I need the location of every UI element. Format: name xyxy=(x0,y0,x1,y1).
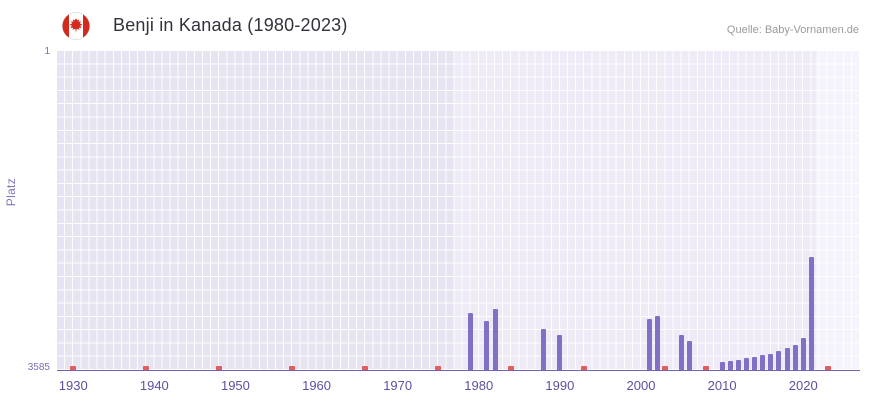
chart-header: Benji in Kanada (1980-2023) Quelle: Baby… xyxy=(0,0,873,50)
x-tick-1940: 1940 xyxy=(139,378,169,393)
x-tick-2010: 2010 xyxy=(707,378,737,393)
unranked-marker-1966[interactable] xyxy=(362,366,369,370)
unranked-marker-1957[interactable] xyxy=(289,366,296,370)
bar-2010[interactable] xyxy=(719,362,725,370)
source-attribution: Quelle: Baby-Vornamen.de xyxy=(726,24,859,36)
bar-2012[interactable] xyxy=(735,359,741,370)
bar-1988[interactable] xyxy=(541,328,547,370)
y-axis-label: Platz xyxy=(4,178,18,207)
bar-2017[interactable] xyxy=(776,350,782,370)
x-tick-1990: 1990 xyxy=(545,378,575,393)
unranked-marker-2008[interactable] xyxy=(702,366,709,370)
bar-2013[interactable] xyxy=(743,357,749,370)
bar-1979[interactable] xyxy=(468,313,474,370)
bar-2005[interactable] xyxy=(679,334,685,370)
x-tick-2020: 2020 xyxy=(788,378,818,393)
bar-2019[interactable] xyxy=(792,344,798,370)
bar-2021[interactable] xyxy=(808,256,814,370)
x-tick-1970: 1970 xyxy=(383,378,413,393)
bar-2016[interactable] xyxy=(768,353,774,370)
unranked-marker-2023[interactable] xyxy=(824,366,831,370)
unranked-marker-1975[interactable] xyxy=(435,366,442,370)
x-axis-ticks: 1930 1940 1950 1960 1970 1980 1990 2000 2010 2020 xyxy=(0,378,873,400)
plot-area xyxy=(57,51,860,371)
canada-flag-icon xyxy=(62,12,90,40)
y-tick-bottom: 3585 xyxy=(27,362,50,373)
bar-2006[interactable] xyxy=(687,341,693,370)
unranked-marker-1993[interactable] xyxy=(581,366,588,370)
bar-2011[interactable] xyxy=(727,360,733,370)
x-tick-1980: 1980 xyxy=(464,378,494,393)
bar-2015[interactable] xyxy=(760,355,766,370)
y-tick-top: 1 xyxy=(44,46,50,57)
bar-2020[interactable] xyxy=(800,338,806,370)
bar-1982[interactable] xyxy=(492,309,498,370)
highlight-band xyxy=(816,51,860,370)
bar-2002[interactable] xyxy=(654,316,660,370)
x-tick-1960: 1960 xyxy=(302,378,332,393)
x-tick-1950: 1950 xyxy=(220,378,250,393)
unranked-marker-1984[interactable] xyxy=(508,366,515,370)
chart-title: Benji in Kanada (1980-2023) xyxy=(113,15,348,35)
bar-2018[interactable] xyxy=(784,348,790,370)
bar-1981[interactable] xyxy=(484,320,490,370)
bar-2014[interactable] xyxy=(752,357,758,370)
unranked-marker-1948[interactable] xyxy=(216,366,223,370)
x-tick-1930: 1930 xyxy=(58,378,88,393)
bar-2001[interactable] xyxy=(646,318,652,370)
unranked-marker-1939[interactable] xyxy=(143,366,150,370)
unranked-marker-2003[interactable] xyxy=(662,366,669,370)
unranked-marker-1930[interactable] xyxy=(70,366,77,370)
x-tick-2000: 2000 xyxy=(626,378,656,393)
bar-1990[interactable] xyxy=(557,334,563,370)
